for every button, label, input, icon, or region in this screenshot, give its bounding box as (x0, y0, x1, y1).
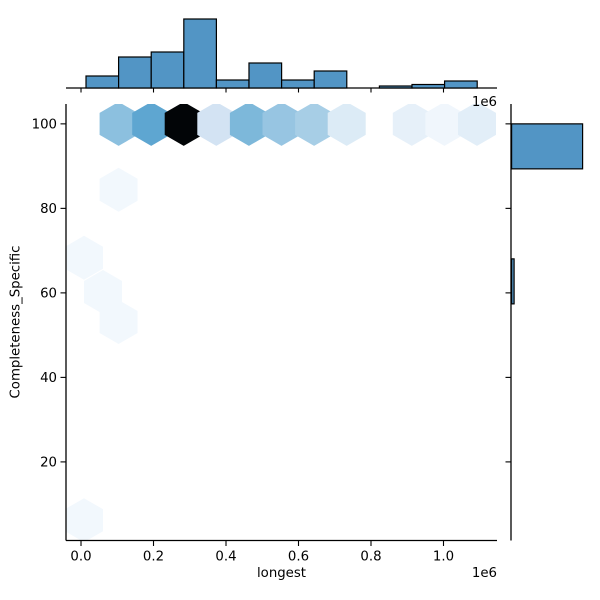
hexbin-cell (425, 104, 464, 146)
marginal-x-hist-bar (85, 75, 120, 89)
hexbin-cell (66, 498, 103, 541)
y-tick-label: 100 (32, 118, 57, 133)
x-axis-label: longest (256, 566, 307, 581)
y-tick-label: 40 (40, 371, 57, 386)
marginal-y-hist-bar (511, 123, 584, 170)
hexbin-cell (99, 300, 138, 344)
marginal-x-hist-bar (281, 79, 315, 89)
hexbin-cell (392, 104, 431, 146)
y-tick-label: 20 (40, 456, 57, 471)
y-axis-label: Completeness_Specific (8, 245, 24, 399)
marginal-x-hist-bar (117, 56, 152, 89)
x-offset-text-bottom: 1e6 (471, 566, 497, 581)
marginal-x-hist-bar (215, 79, 250, 89)
marginal-x-hist-bar (378, 85, 413, 89)
marginal-x-hist-bar (443, 80, 478, 89)
hexbin-cell (132, 104, 171, 146)
y-tick-label: 60 (40, 287, 57, 302)
hexbin-cell (197, 104, 236, 146)
hexbin-cell (99, 167, 138, 212)
hexbin-cell (229, 104, 268, 146)
x-offset-text-top: 1e6 (471, 95, 497, 110)
hexbin-cell (66, 235, 103, 280)
marginal-x-hist-bar (411, 83, 446, 89)
hexbin-cell (84, 270, 122, 314)
hexbin-layer (66, 104, 496, 541)
hexbin-cell (262, 104, 301, 146)
marginal-x-hist-bar (150, 51, 185, 89)
x-tick-label: 0.4 (215, 550, 236, 565)
x-tick-label: 0.8 (360, 550, 381, 565)
marginal-x-hist-bar (248, 62, 283, 89)
hexbin-cell (458, 104, 496, 146)
y-tick-label: 80 (40, 202, 57, 217)
x-tick-label: 0.6 (288, 550, 309, 565)
hexbin-cell (99, 104, 138, 146)
marginal-x-hist-bar (313, 70, 348, 89)
hexbin-cell (327, 104, 366, 146)
x-tick-label: 1.0 (433, 550, 454, 565)
hexbin-cell (164, 104, 203, 146)
marginal-x-hist-bar (183, 18, 217, 89)
x-tick-label: 0.0 (70, 550, 91, 565)
x-tick-label: 0.2 (143, 550, 164, 565)
marginal-y-hist-bar (511, 258, 515, 305)
hexbin-cell (295, 104, 334, 146)
